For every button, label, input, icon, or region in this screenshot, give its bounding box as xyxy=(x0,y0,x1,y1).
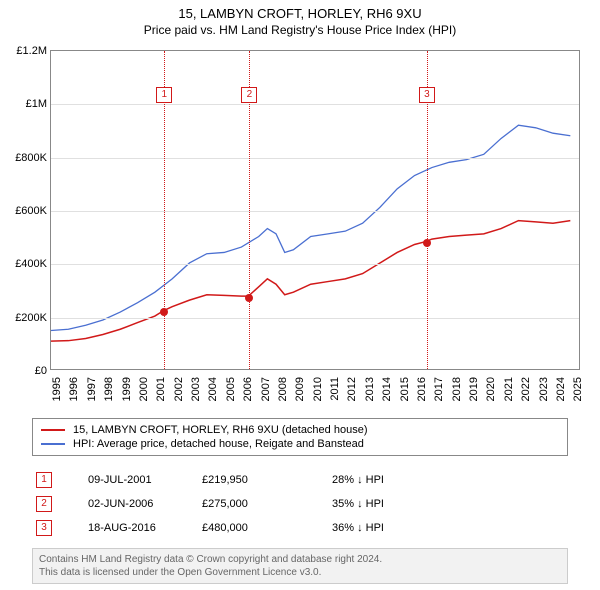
event-marker-3 xyxy=(423,239,431,247)
x-axis-label: 2005 xyxy=(225,377,237,413)
legend-row: 15, LAMBYN CROFT, HORLEY, RH6 9XU (detac… xyxy=(41,423,559,437)
x-axis-label: 2017 xyxy=(433,377,445,413)
y-axis-label: £0 xyxy=(5,365,47,377)
event-box-2: 2 xyxy=(241,87,257,103)
event-price: £480,000 xyxy=(202,522,332,534)
gridline-y xyxy=(51,158,579,159)
legend-label: 15, LAMBYN CROFT, HORLEY, RH6 9XU (detac… xyxy=(73,424,367,436)
chart-lines-svg xyxy=(51,51,579,369)
event-number-box: 2 xyxy=(36,496,52,512)
event-date: 18-AUG-2016 xyxy=(52,522,202,534)
event-pct: 28% ↓ HPI xyxy=(332,474,442,486)
x-axis-label: 1995 xyxy=(51,377,63,413)
x-axis-label: 2009 xyxy=(294,377,306,413)
event-date: 02-JUN-2006 xyxy=(52,498,202,510)
x-axis-label: 2002 xyxy=(173,377,185,413)
x-axis-label: 2008 xyxy=(277,377,289,413)
legend: 15, LAMBYN CROFT, HORLEY, RH6 9XU (detac… xyxy=(32,418,568,456)
event-date: 09-JUL-2001 xyxy=(52,474,202,486)
chart-title: 15, LAMBYN CROFT, HORLEY, RH6 9XU xyxy=(0,0,600,21)
footer-line2: This data is licensed under the Open Gov… xyxy=(39,566,561,579)
event-marker-2 xyxy=(245,294,253,302)
x-axis-label: 1996 xyxy=(68,377,80,413)
event-table-row: 109-JUL-2001£219,95028% ↓ HPI xyxy=(32,468,568,492)
series-line-property xyxy=(51,221,570,342)
event-marker-1 xyxy=(160,308,168,316)
legend-swatch xyxy=(41,429,65,431)
event-box-3: 3 xyxy=(419,87,435,103)
event-table-row: 318-AUG-2016£480,00036% ↓ HPI xyxy=(32,516,568,540)
x-axis-label: 2004 xyxy=(207,377,219,413)
gridline-y xyxy=(51,104,579,105)
y-axis-label: £1M xyxy=(5,98,47,110)
x-axis-label: 2016 xyxy=(416,377,428,413)
event-pct: 35% ↓ HPI xyxy=(332,498,442,510)
y-axis-label: £200K xyxy=(5,312,47,324)
chart-container: 15, LAMBYN CROFT, HORLEY, RH6 9XU Price … xyxy=(0,0,600,590)
x-axis-label: 2006 xyxy=(242,377,254,413)
event-number-box: 3 xyxy=(36,520,52,536)
series-line-hpi xyxy=(51,125,570,330)
x-axis-label: 2021 xyxy=(503,377,515,413)
x-axis-label: 2013 xyxy=(364,377,376,413)
x-axis-label: 1997 xyxy=(86,377,98,413)
x-axis-label: 2023 xyxy=(538,377,550,413)
gridline-y xyxy=(51,211,579,212)
x-axis-label: 2015 xyxy=(399,377,411,413)
x-axis-label: 2024 xyxy=(555,377,567,413)
chart-subtitle: Price paid vs. HM Land Registry's House … xyxy=(0,21,600,37)
y-axis-label: £800K xyxy=(5,152,47,164)
y-axis-label: £400K xyxy=(5,258,47,270)
event-pct: 36% ↓ HPI xyxy=(332,522,442,534)
x-axis-label: 2007 xyxy=(260,377,272,413)
x-axis-label: 2019 xyxy=(468,377,480,413)
x-axis-label: 2025 xyxy=(572,377,584,413)
x-axis-label: 2014 xyxy=(381,377,393,413)
gridline-y xyxy=(51,318,579,319)
event-number-box: 1 xyxy=(36,472,52,488)
x-axis-label: 1999 xyxy=(121,377,133,413)
legend-swatch xyxy=(41,443,65,445)
chart-plot-area: £0£200K£400K£600K£800K£1M£1.2M1995199619… xyxy=(50,50,580,370)
x-axis-label: 2020 xyxy=(485,377,497,413)
event-price: £275,000 xyxy=(202,498,332,510)
x-axis-label: 2012 xyxy=(346,377,358,413)
x-axis-label: 2001 xyxy=(155,377,167,413)
x-axis-label: 2018 xyxy=(451,377,463,413)
x-axis-label: 2011 xyxy=(329,377,341,413)
legend-label: HPI: Average price, detached house, Reig… xyxy=(73,438,364,450)
x-axis-label: 1998 xyxy=(103,377,115,413)
event-price: £219,950 xyxy=(202,474,332,486)
x-axis-label: 2000 xyxy=(138,377,150,413)
x-axis-label: 2022 xyxy=(520,377,532,413)
footer-attribution: Contains HM Land Registry data © Crown c… xyxy=(32,548,568,584)
gridline-y xyxy=(51,264,579,265)
y-axis-label: £600K xyxy=(5,205,47,217)
event-box-1: 1 xyxy=(156,87,172,103)
x-axis-label: 2010 xyxy=(312,377,324,413)
events-table: 109-JUL-2001£219,95028% ↓ HPI202-JUN-200… xyxy=(32,468,568,540)
legend-row: HPI: Average price, detached house, Reig… xyxy=(41,437,559,451)
x-axis-label: 2003 xyxy=(190,377,202,413)
event-table-row: 202-JUN-2006£275,00035% ↓ HPI xyxy=(32,492,568,516)
footer-line1: Contains HM Land Registry data © Crown c… xyxy=(39,553,561,566)
y-axis-label: £1.2M xyxy=(5,45,47,57)
